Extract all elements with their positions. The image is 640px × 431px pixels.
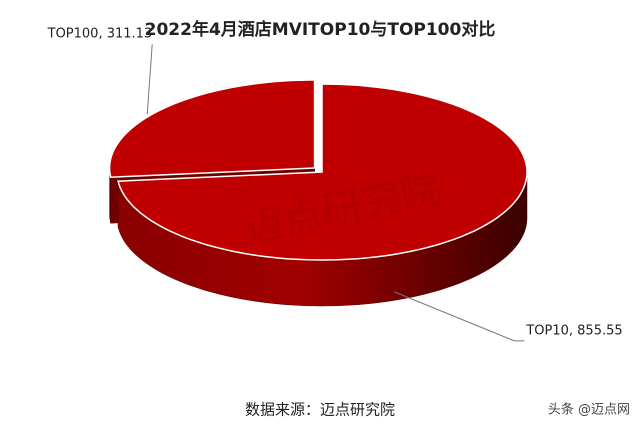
leader-line xyxy=(146,44,153,115)
slice xyxy=(117,83,528,261)
pie: TOP100, 311.13 TOP10, 855.55 xyxy=(47,27,623,342)
credit: 头条 @迈点网 xyxy=(548,402,630,418)
slice xyxy=(108,79,316,178)
chart-title: 2022年4月酒店MVITOP10与TOP100对比 xyxy=(145,19,496,40)
data-label: TOP100, 311.13 xyxy=(47,27,153,42)
leader-line xyxy=(394,291,525,342)
source-note: 数据来源：迈点研究院 xyxy=(245,401,395,419)
data-label: TOP10, 855.55 xyxy=(525,323,622,338)
